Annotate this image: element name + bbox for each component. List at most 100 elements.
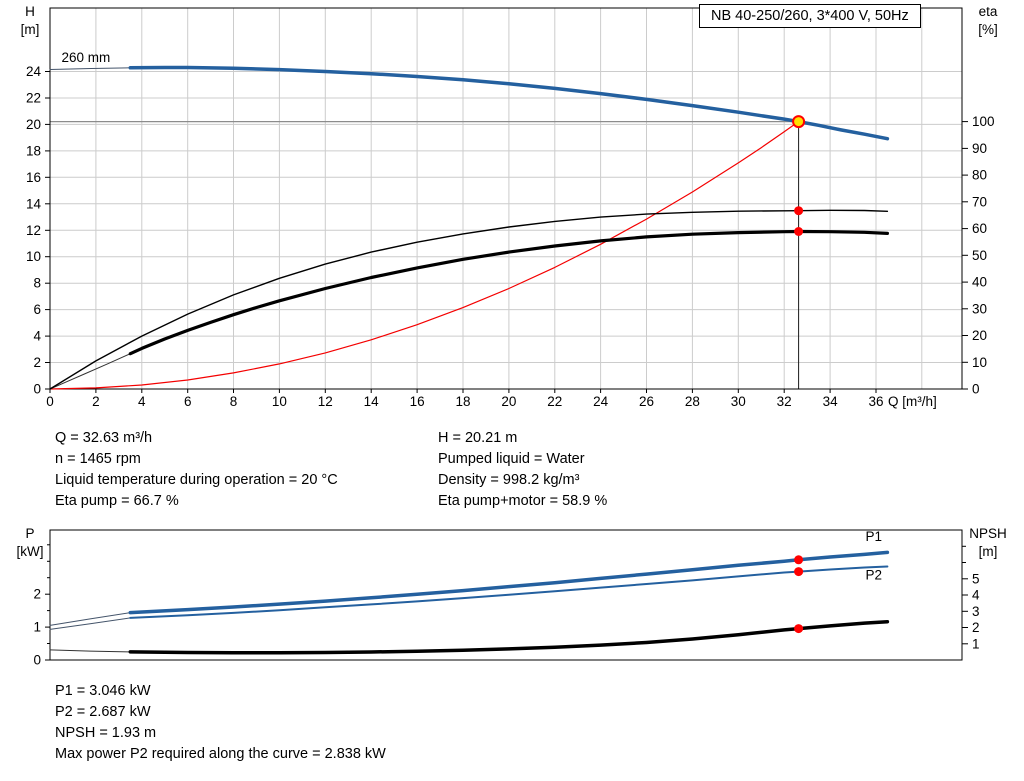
y-right-tick-label: 60 [972,221,987,236]
p2-curve-lead [49,617,131,630]
x-tick-label: 26 [639,394,654,409]
x-tick-label: 6 [184,394,192,409]
y-left-tick-label: 20 [26,117,41,132]
y-left-tick-label: 0 [33,653,41,668]
eta-pump-motor-curve [128,229,890,356]
p1-curve-lead [49,612,131,626]
eta-pump-motor-lead [49,353,131,390]
y-left-axis-title: [m] [21,22,40,37]
duty-p2-marker [794,567,804,577]
x-axis-title: Q [m³/h] [888,394,937,409]
x-tick-label: 0 [46,394,54,409]
y-left-tick-label: 0 [33,382,41,397]
y-right-tick-label: 30 [972,301,987,316]
y-right-tick-label: 5 [972,571,980,586]
y-right-tick-label: 0 [972,382,980,397]
y-left-tick-label: 2 [33,355,41,370]
qh-curve-260mm [128,65,890,141]
npsh-curve-lead [49,649,131,653]
y-right-tick-label: 100 [972,114,995,129]
y-left-axis-title: H [25,4,35,19]
power-results: P1 = 3.046 kW P2 = 2.687 kW NPSH = 1.93 … [55,681,386,765]
duty-npsh-marker [794,624,804,634]
x-tick-label: 30 [731,394,746,409]
y-right-axis-title: [m] [979,544,998,559]
x-tick-label: 2 [92,394,100,409]
y-right-tick-label: 2 [972,620,980,635]
x-tick-label: 4 [138,394,146,409]
y-right-axis-title: eta [979,4,998,19]
y-left-tick-label: 2 [33,587,41,602]
system-curve [49,120,800,390]
qh-curve-lead [49,67,131,70]
y-right-axis-title: NPSH [969,526,1007,541]
duty-eta-pump-motor-marker [794,227,804,236]
y-left-tick-label: 4 [33,329,41,344]
y-right-tick-label: 70 [972,194,987,209]
duty-p1-marker [794,555,804,565]
y-left-tick-label: 6 [33,302,41,317]
y-right-tick-label: 1 [972,636,980,651]
result-p1: P1 = 3.046 kW [55,683,151,699]
x-tick-label: 24 [593,394,609,409]
y-right-tick-label: 10 [972,355,987,370]
x-tick-label: 12 [318,394,333,409]
x-tick-label: 18 [455,394,470,409]
y-left-tick-label: 8 [33,276,41,291]
x-tick-label: 14 [364,394,380,409]
x-tick-label: 32 [777,394,792,409]
x-tick-label: 36 [868,394,883,409]
result-flow: Q = 32.63 m³/h [55,430,153,446]
result-p2-max: Max power P2 required along the curve = … [55,746,386,762]
y-right-tick-label: 4 [972,588,980,603]
y-left-tick-label: 14 [26,196,42,211]
y-left-tick-label: 24 [26,64,42,79]
p2-curve [129,565,889,619]
duty-point-marker [792,115,806,129]
impeller-label: 260 mm [62,50,111,65]
p1-curve [128,550,890,615]
result-speed: n = 1465 rpm [55,451,141,467]
x-tick-label: 8 [230,394,238,409]
result-eta-total: Eta pump+motor = 58.9 % [438,493,608,509]
p1-label: P1 [865,529,882,544]
x-tick-label: 34 [823,394,839,409]
y-right-tick-label: 90 [972,141,987,156]
result-npsh: NPSH = 1.93 m [55,725,157,741]
result-head: H = 20.21 m [438,430,518,446]
result-density: Density = 998.2 kg/m³ [438,472,580,488]
x-tick-label: 20 [501,394,516,409]
p2-label: P2 [865,568,882,583]
y-right-tick-label: 20 [972,328,987,343]
eta-pump-curve [49,209,889,390]
pump-title-box: NB 40-250/260, 3*400 V, 50Hz [699,4,921,28]
y-left-tick-label: 10 [26,249,41,264]
y-right-tick-label: 40 [972,275,987,290]
qh-eta-chart: 0 2 4 6 8 10 12 14 16 18 20 22 24 26 28 30 32 34 360246810… [21,4,998,409]
result-p2: P2 = 2.687 kW [55,704,151,720]
x-tick-label: 16 [410,394,425,409]
duty-results-right: H = 20.21 m Pumped liquid = Water Densit… [438,428,607,512]
plot-border [49,7,963,390]
y-left-axis-title: [kW] [17,544,44,559]
result-eta-pump: Eta pump = 66.7 % [55,493,179,509]
duty-results-left: Q = 32.63 m³/h n = 1465 rpm Liquid tempe… [55,428,338,512]
y-right-tick-label: 3 [972,604,980,619]
result-liquid-temp: Liquid temperature during operation = 20… [55,472,338,488]
x-tick-label: 10 [272,394,287,409]
result-pumped-liquid: Pumped liquid = Water [438,451,585,467]
x-tick-label: 22 [547,394,562,409]
y-left-tick-label: 1 [33,620,41,635]
y-left-axis-title: P [25,526,34,541]
x-tick-label: 28 [685,394,700,409]
y-left-tick-label: 12 [26,223,41,238]
duty-eta-pump-marker [794,206,804,216]
y-right-axis-title: [%] [978,22,998,37]
y-right-tick-label: 50 [972,248,987,263]
y-left-tick-label: 22 [26,91,41,106]
y-left-tick-label: 18 [26,143,41,158]
y-left-tick-label: 16 [26,170,41,185]
npsh-curve [128,619,890,655]
